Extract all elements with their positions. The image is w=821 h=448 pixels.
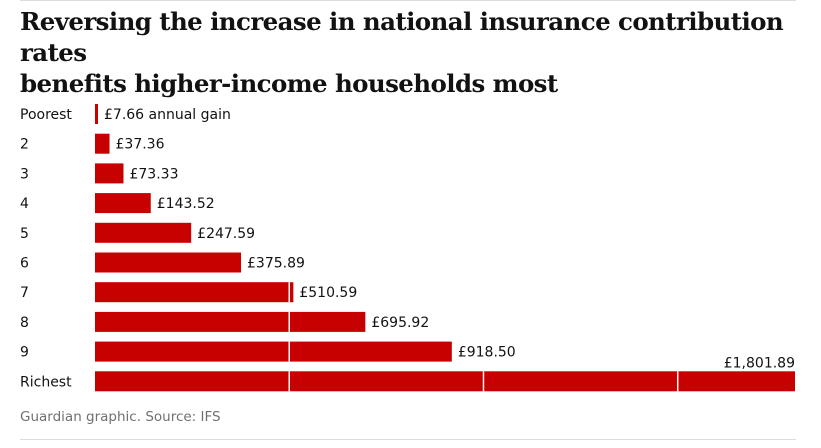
category-label-9: 9	[20, 345, 29, 361]
source-note: Guardian graphic. Source: IFS	[20, 409, 221, 425]
category-label-4: 4	[20, 196, 29, 212]
bottom-divider	[20, 439, 796, 440]
value-label-1: £7.66 annual gain	[104, 107, 231, 123]
category-label-10: Richest	[20, 374, 72, 390]
category-label-8: 8	[20, 315, 29, 331]
value-label-7: £510.59	[299, 285, 357, 301]
bar-5	[95, 222, 192, 243]
value-label-5: £247.59	[197, 226, 255, 242]
bar-6	[95, 252, 242, 273]
bar-9	[95, 341, 452, 362]
value-label-4: £143.52	[157, 196, 215, 212]
chart-title-line-1: Reversing the increase in national insur…	[20, 7, 784, 67]
category-label-2: 2	[20, 137, 29, 153]
bar-2	[95, 133, 110, 154]
bar-4	[95, 193, 151, 214]
category-label-5: 5	[20, 226, 29, 242]
bar-7	[95, 282, 294, 303]
value-label-6: £375.89	[247, 256, 305, 272]
category-label-1: Poorest	[20, 107, 72, 123]
category-label-6: 6	[20, 256, 29, 272]
bar-8	[95, 311, 366, 332]
bar-10	[95, 371, 795, 392]
top-divider	[20, 0, 796, 1]
value-label-9: £918.50	[458, 345, 516, 361]
value-label-8: £695.92	[371, 315, 429, 331]
value-label-10: £1,801.89	[724, 355, 795, 371]
category-label-3: 3	[20, 166, 29, 182]
chart-title: Reversing the increase in national insur…	[20, 6, 810, 99]
chart-title-line-2: benefits higher-income households most	[20, 69, 558, 98]
bar-1	[95, 104, 98, 124]
category-label-7: 7	[20, 285, 29, 301]
value-label-2: £37.36	[116, 137, 165, 153]
value-label-3: £73.33	[129, 166, 178, 182]
bar-3	[95, 163, 124, 184]
